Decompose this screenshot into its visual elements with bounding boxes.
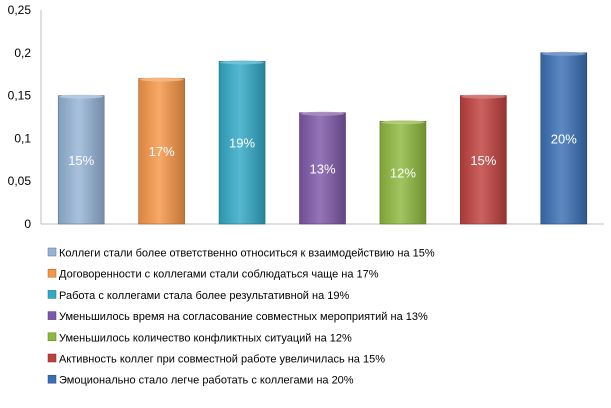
legend-label: Уменьшилось время на согласование совмес…	[59, 311, 428, 323]
y-tick-label: 0	[24, 217, 31, 231]
bar-data-label: 19%	[229, 136, 255, 151]
legend-label: Уменьшилось количество конфликтных ситуа…	[59, 332, 352, 344]
legend-label: Коллеги стали более ответственно относит…	[59, 248, 435, 260]
bar-data-label: 20%	[551, 131, 577, 146]
legend-label: Договоренности с коллегами стали соблюда…	[59, 269, 379, 281]
bar-data-label: 12%	[390, 166, 416, 181]
legend-swatch	[47, 332, 57, 342]
bar	[460, 95, 507, 225]
y-tick-label: 0,1	[14, 131, 31, 145]
bar-data-label: 17%	[149, 144, 175, 159]
bar	[57, 95, 105, 225]
legend-label: Активность коллег при совместной работе …	[59, 354, 385, 366]
legend-swatch	[47, 247, 57, 257]
legend-swatch	[47, 374, 57, 384]
bar-top-highlight	[380, 120, 425, 125]
y-axis-ticks: 0 0,05 0,1 0,15 0,2 0,25	[8, 3, 32, 231]
bar-top-highlight	[220, 60, 265, 65]
legend-swatch	[47, 268, 57, 278]
bar-top-highlight	[300, 111, 345, 116]
bar-top-highlight	[541, 51, 586, 56]
bar-data-label: 15%	[68, 153, 94, 168]
bar-top-highlight	[139, 77, 184, 82]
y-tick-label: 0,15	[8, 89, 32, 103]
bar-top-highlight	[59, 94, 104, 99]
bar	[299, 112, 346, 225]
bar-top-highlight	[461, 94, 506, 99]
legend-label: Эмоционально стало легче работать с колл…	[59, 375, 354, 387]
legend-swatch	[47, 353, 57, 363]
y-tick-label: 0,05	[8, 174, 32, 188]
bar	[218, 61, 266, 225]
legend-label: Работа с коллегами стала более результат…	[59, 290, 349, 302]
bar-data-label: 13%	[309, 161, 335, 176]
y-tick-label: 0,2	[14, 46, 31, 60]
bar-data-label: 15%	[470, 153, 496, 168]
bar	[379, 120, 427, 225]
y-tick-label: 0,25	[8, 3, 32, 17]
legend-swatch	[47, 311, 57, 320]
legend-swatch	[47, 290, 57, 299]
bars-group: 15% 17% 19% 13% 12% 15% 20%	[57, 51, 588, 225]
legend: Коллеги стали более ответственно относит…	[47, 247, 435, 387]
bar	[540, 52, 588, 225]
